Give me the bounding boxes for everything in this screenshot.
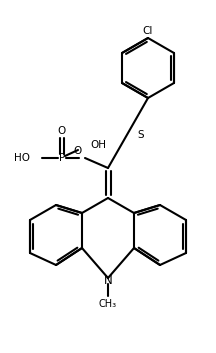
Text: O: O	[58, 126, 66, 136]
Text: Cl: Cl	[143, 26, 153, 36]
Text: HO: HO	[14, 153, 30, 163]
Text: OH: OH	[90, 140, 106, 150]
Text: P: P	[59, 153, 65, 163]
Text: N: N	[104, 274, 112, 287]
Text: O: O	[73, 146, 81, 156]
Text: S: S	[138, 130, 144, 140]
Text: CH₃: CH₃	[99, 299, 117, 309]
